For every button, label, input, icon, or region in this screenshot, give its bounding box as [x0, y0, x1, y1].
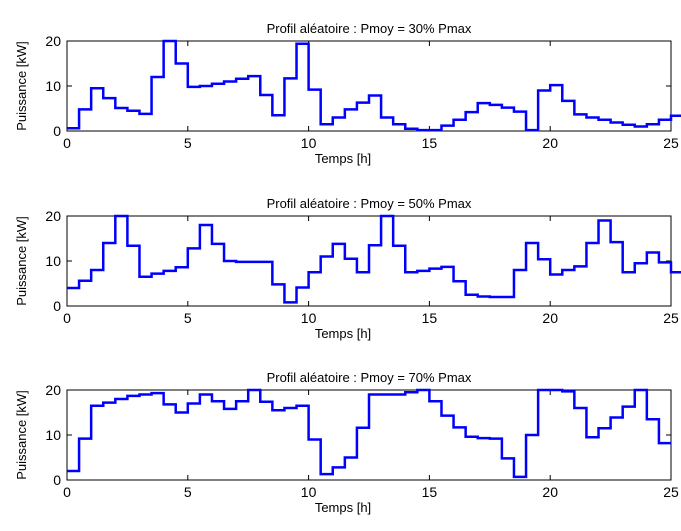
chart-title: Profil aléatoire : Pmoy = 50% Pmax — [267, 196, 472, 211]
y-tick-label: 0 — [53, 298, 61, 314]
y-axis-label: Puissance [kW] — [14, 41, 29, 131]
y-tick-label: 10 — [45, 78, 61, 94]
x-tick-label: 25 — [663, 484, 679, 500]
x-tick-label: 20 — [542, 484, 558, 500]
x-tick-label: 15 — [422, 135, 438, 151]
x-tick-label: 5 — [184, 484, 192, 500]
y-tick-label: 20 — [45, 33, 61, 49]
y-axis-label: Puissance [kW] — [14, 216, 29, 306]
x-tick-label: 10 — [301, 135, 317, 151]
y-axis-label: Puissance [kW] — [14, 390, 29, 480]
x-tick-label: 0 — [63, 484, 71, 500]
x-tick-label: 25 — [663, 310, 679, 326]
x-tick-label: 10 — [301, 484, 317, 500]
x-tick-label: 10 — [301, 310, 317, 326]
y-tick-label: 0 — [53, 123, 61, 139]
subplot-3: Profil aléatoire : Pmoy = 70% Pmax 0 5 10 15… — [14, 370, 679, 515]
x-axis-label: Temps [h] — [315, 500, 371, 515]
y-tick-label: 10 — [45, 427, 61, 443]
y-tick-label: 20 — [45, 382, 61, 398]
power-series-line — [67, 39, 681, 132]
subplot-1: Profil aléatoire : Pmoy = 30% Pmax 0 5 10 15… — [14, 21, 681, 166]
y-tick-label: 10 — [45, 253, 61, 269]
x-tick-label: 15 — [422, 310, 438, 326]
plot-area — [66, 40, 672, 132]
x-tick-label: 0 — [63, 310, 71, 326]
chart-title: Profil aléatoire : Pmoy = 70% Pmax — [267, 370, 472, 385]
power-series-line — [67, 214, 681, 304]
subplot-2: Profil aléatoire : Pmoy = 50% Pmax 0 5 10 15… — [14, 196, 681, 341]
power-series-line — [67, 388, 671, 479]
x-tick-label: 5 — [184, 135, 192, 151]
y-tick-label: 20 — [45, 208, 61, 224]
x-tick-label: 0 — [63, 135, 71, 151]
x-tick-label: 25 — [663, 135, 679, 151]
x-tick-label: 5 — [184, 310, 192, 326]
y-tick-label: 0 — [53, 472, 61, 488]
x-tick-label: 20 — [542, 135, 558, 151]
chart-title: Profil aléatoire : Pmoy = 30% Pmax — [267, 21, 472, 36]
x-axis-label: Temps [h] — [315, 151, 371, 166]
x-tick-label: 15 — [422, 484, 438, 500]
x-axis-label: Temps [h] — [315, 326, 371, 341]
x-tick-label: 20 — [542, 310, 558, 326]
